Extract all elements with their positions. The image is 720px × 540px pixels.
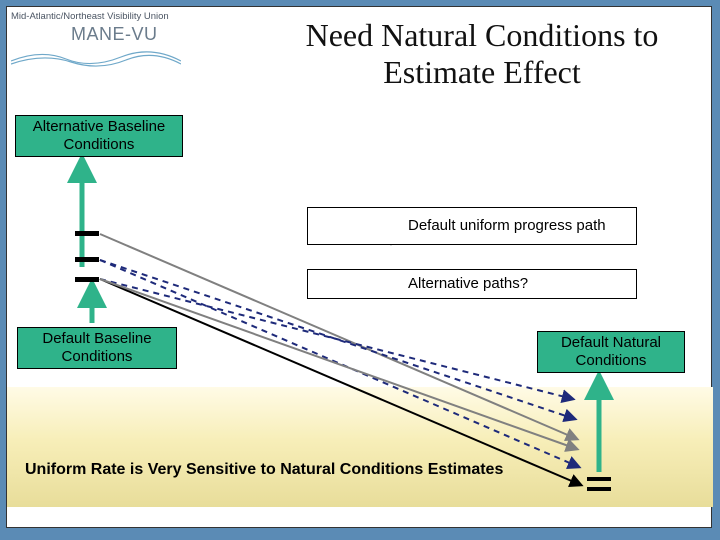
box-label: Default uniform progress path <box>408 217 606 235</box>
logo-acronym: MANE-VU <box>71 24 247 45</box>
box-default-natural: Default Natural Conditions <box>537 331 685 373</box>
tick-def-natural-1 <box>587 477 611 481</box>
slide-title: Need Natural Conditions to Estimate Effe… <box>257 17 707 91</box>
box-label: Alternative Baseline Conditions <box>24 118 174 154</box>
logo: Mid-Atlantic/Northeast Visibility Union … <box>11 11 247 69</box>
box-alternative-paths: Alternative paths? <box>307 269 637 299</box>
box-alternative-baseline: Alternative Baseline Conditions <box>15 115 183 157</box>
tick-def-natural-2 <box>587 487 611 491</box>
logo-wave-icon <box>11 47 181 67</box>
box-label: Default Natural Conditions <box>546 334 676 370</box>
tick-def-baseline <box>75 277 99 282</box>
box-label: Alternative paths? <box>408 275 528 293</box>
slide: Mid-Atlantic/Northeast Visibility Union … <box>6 6 712 528</box>
logo-tagline: Mid-Atlantic/Northeast Visibility Union <box>11 11 247 22</box>
box-legend: Default uniform progress path <box>307 207 637 245</box>
tick-alt-baseline-1 <box>75 231 99 236</box>
box-default-baseline: Default Baseline Conditions <box>17 327 177 369</box>
tick-alt-baseline-2 <box>75 257 99 262</box>
footer-text: Uniform Rate is Very Sensitive to Natura… <box>25 461 503 479</box>
box-label: Default Baseline Conditions <box>26 330 168 366</box>
